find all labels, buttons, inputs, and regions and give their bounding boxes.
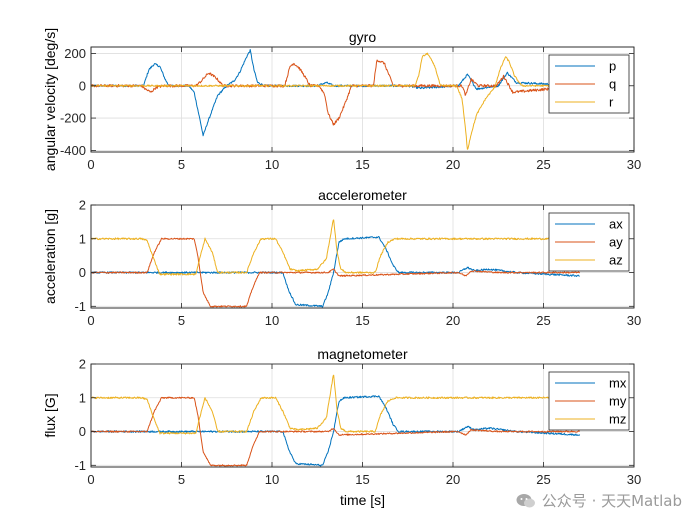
legend-label-mz: mz	[609, 412, 626, 427]
legend-label-p: p	[609, 59, 616, 74]
x-tick-label: 10	[265, 472, 279, 487]
chart-title: magnetometer	[317, 346, 408, 362]
legend-label-az: az	[609, 253, 623, 268]
x-tick-label: 15	[355, 472, 369, 487]
chart-accelerometer: 0 5 10 15 20 25 30-1012accelerometeraccelerati…	[42, 187, 641, 328]
y-tick-label: -200	[60, 111, 86, 126]
x-tick-label: 20	[446, 313, 460, 328]
x-axis-label: time [s]	[340, 492, 385, 508]
x-tick-label: 10	[265, 157, 279, 172]
y-tick-label: 2	[79, 357, 86, 372]
y-tick-label: -400	[60, 143, 86, 158]
series-group	[91, 49, 584, 150]
legend: mx my mz	[548, 371, 630, 431]
y-axis-label: angular velocity [deg/s]	[42, 28, 58, 171]
x-tick-label: 0	[87, 472, 94, 487]
series-group	[91, 374, 581, 467]
y-tick-label: -1	[74, 458, 86, 473]
x-tick-label: 15	[355, 313, 369, 328]
legend-label-ax: ax	[609, 217, 623, 232]
y-tick-label: 1	[79, 390, 86, 405]
legend-label-r: r	[609, 95, 614, 110]
x-tick-label: 25	[536, 313, 550, 328]
x-tick-label: 30	[627, 472, 641, 487]
chart-gyro: 0 5 10 15 20 25 30 -400 -200 0 200 gyro angular velo…	[42, 28, 641, 172]
x-tick-label: 5	[178, 313, 185, 328]
legend-label-ay: ay	[609, 235, 623, 250]
x-tick-label: 25	[536, 157, 550, 172]
x-tick-label: 5	[178, 157, 185, 172]
y-axis-label: acceleration [g]	[42, 209, 58, 304]
series-group	[91, 219, 581, 308]
legend-label-q: q	[609, 77, 616, 92]
wechat-icon	[516, 493, 535, 507]
watermark: 公众号 · 天天Matlab	[516, 490, 682, 511]
series-line-my	[91, 396, 580, 467]
y-tick-label: 0	[79, 424, 86, 439]
x-tick-label: 5	[178, 472, 185, 487]
series-line-ay	[91, 237, 581, 308]
x-tick-label: 30	[627, 157, 641, 172]
x-tick-label: 30	[627, 313, 641, 328]
legend: pqr	[548, 54, 630, 114]
y-tick-label: -1	[74, 299, 86, 314]
x-tick-label: 0	[87, 313, 94, 328]
chart-title: accelerometer	[318, 187, 407, 203]
x-tick-label: 20	[446, 157, 460, 172]
series-line-mz	[91, 374, 581, 435]
x-tick-label: 25	[536, 472, 550, 487]
series-line-ax	[91, 236, 581, 308]
legend: ax ay az	[548, 212, 630, 272]
y-tick-label: 1	[79, 231, 86, 246]
watermark-text: 公众号 · 天天Matlab	[541, 492, 682, 510]
x-tick-label: 10	[265, 313, 279, 328]
y-tick-label: 0	[79, 78, 86, 93]
x-tick-label: 0	[87, 157, 94, 172]
x-tick-label: 20	[446, 472, 460, 487]
series-line-r	[91, 52, 584, 150]
y-tick-label: 0	[79, 265, 86, 280]
legend-label-mx: mx	[609, 376, 627, 391]
legend-label-my: my	[609, 394, 627, 409]
chart-title: gyro	[349, 29, 376, 45]
y-tick-label: 200	[64, 46, 86, 61]
series-line-mx	[91, 395, 581, 467]
series-line-az	[91, 219, 581, 276]
series-line-p	[91, 49, 584, 137]
y-axis-label: flux [G]	[42, 393, 58, 437]
y-tick-label: 2	[79, 198, 86, 213]
x-tick-label: 15	[355, 157, 369, 172]
